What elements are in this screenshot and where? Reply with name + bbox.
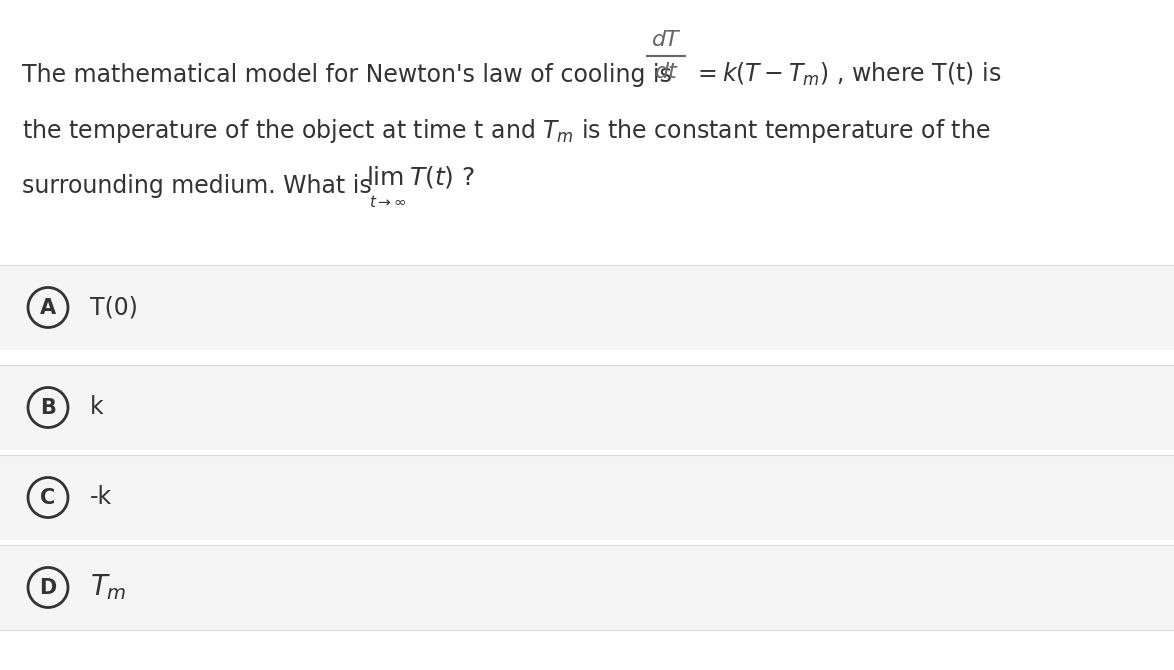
- Text: -k: -k: [90, 486, 113, 509]
- FancyBboxPatch shape: [0, 365, 1174, 450]
- FancyBboxPatch shape: [0, 545, 1174, 630]
- Text: k: k: [90, 395, 103, 419]
- Text: surrounding medium. What is: surrounding medium. What is: [22, 174, 372, 198]
- Text: $T(t)$ ?: $T(t)$ ?: [409, 165, 475, 190]
- Text: $= k(T - T_m)$ , where T(t) is: $= k(T - T_m)$ , where T(t) is: [693, 61, 1001, 88]
- Text: $t \to \infty$: $t \to \infty$: [369, 194, 406, 210]
- Text: A: A: [40, 297, 56, 318]
- Text: D: D: [40, 578, 56, 598]
- Text: dT: dT: [652, 30, 680, 50]
- Text: lim: lim: [367, 166, 405, 190]
- Text: The mathematical model for Newton's law of cooling is: The mathematical model for Newton's law …: [22, 63, 672, 87]
- Text: T(0): T(0): [90, 295, 137, 320]
- FancyBboxPatch shape: [0, 455, 1174, 540]
- FancyBboxPatch shape: [0, 265, 1174, 350]
- Text: dt: dt: [655, 62, 677, 82]
- Text: C: C: [40, 488, 55, 507]
- Text: $T_m$: $T_m$: [90, 573, 127, 602]
- Text: B: B: [40, 397, 56, 417]
- Text: the temperature of the object at time t and $T_m$ is the constant temperature of: the temperature of the object at time t …: [22, 117, 991, 145]
